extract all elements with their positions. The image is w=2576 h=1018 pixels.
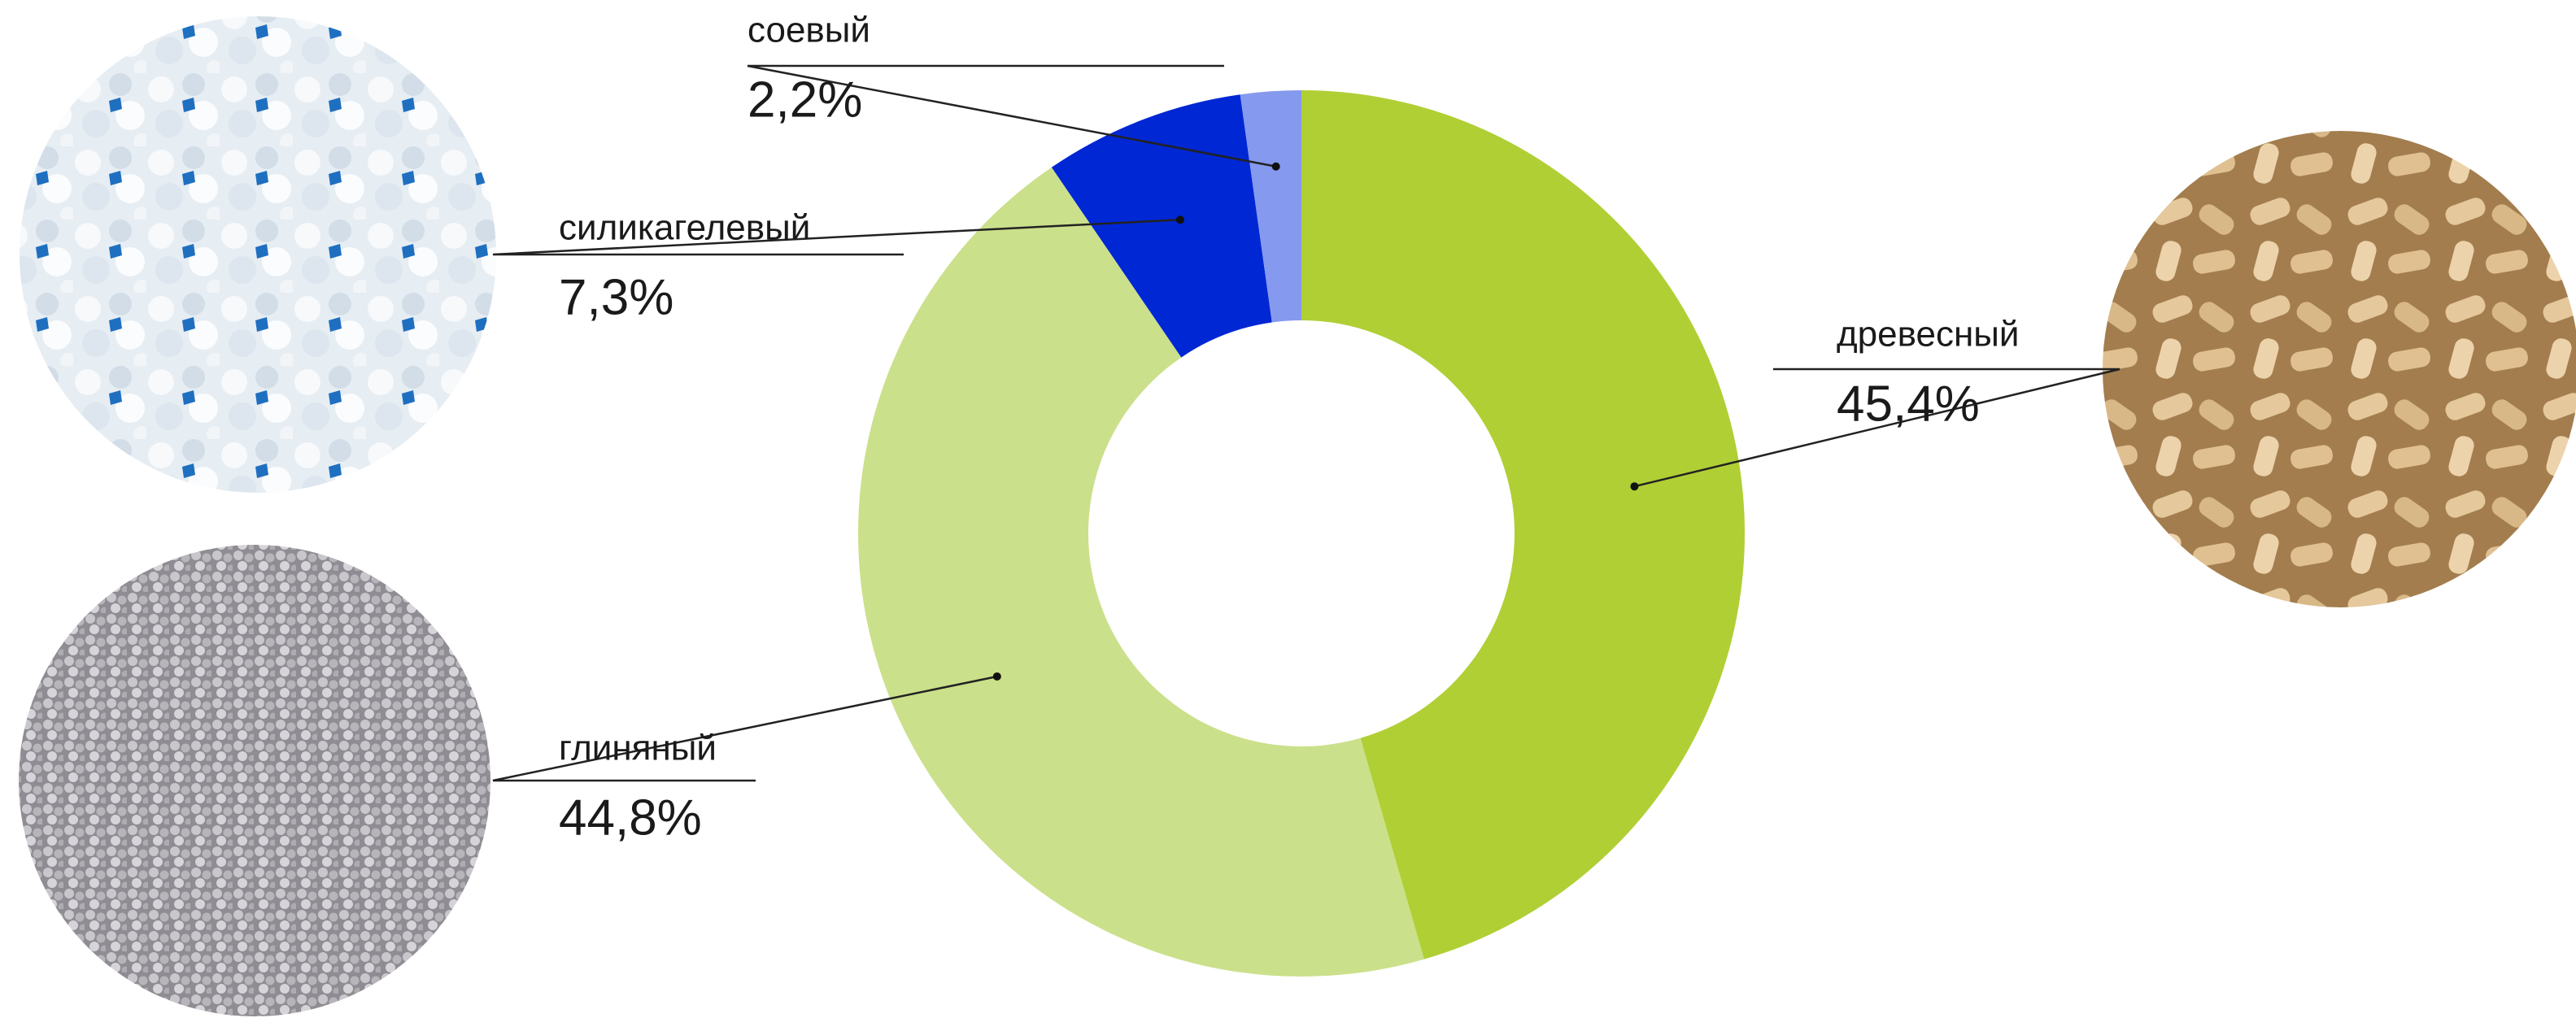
leader-line	[747, 64, 1276, 167]
value-label: 45,4%	[1837, 376, 1980, 432]
slice	[1051, 94, 1272, 358]
value-label: 7,3%	[559, 269, 673, 325]
leader-dot	[1271, 162, 1280, 171]
category-label: древесный	[1837, 315, 2019, 355]
leader-dot	[1175, 215, 1184, 224]
leader-line	[1634, 368, 2121, 488]
category-label: соевый	[748, 11, 870, 50]
value-label: 44,8%	[559, 790, 702, 846]
photo-clay	[19, 545, 490, 1016]
value-label: 2,2%	[748, 72, 862, 128]
leader-line	[492, 219, 1181, 256]
photo-silica	[20, 16, 496, 493]
leader-dot	[1630, 482, 1639, 491]
leader-dot	[992, 672, 1001, 681]
category-label: глиняный	[559, 729, 717, 768]
slice	[858, 167, 1424, 977]
photo-wood	[2103, 131, 2576, 607]
leader-line	[492, 675, 998, 782]
category-label: силикагелевый	[559, 208, 810, 248]
slice	[1301, 90, 1745, 959]
slice	[1240, 90, 1301, 323]
